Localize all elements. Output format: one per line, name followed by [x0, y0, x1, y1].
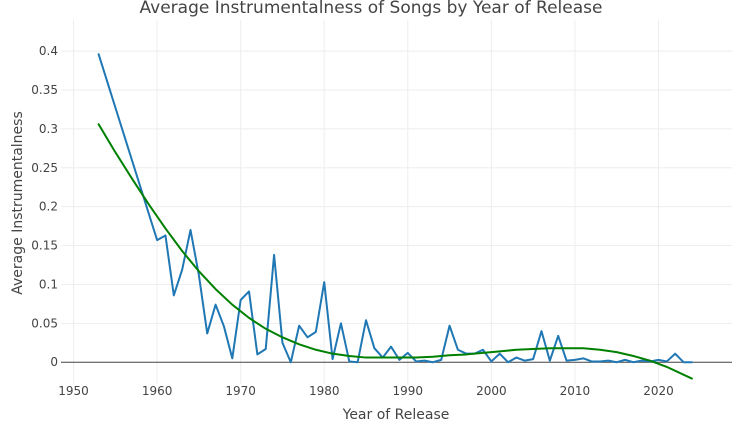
x-tick-label: 1990	[393, 384, 424, 398]
y-tick-label: 0.2	[39, 200, 58, 214]
y-axis-title: Average Instrumentalness	[10, 111, 26, 295]
y-tick-label: 0.25	[31, 161, 58, 175]
y-tick-label: 0.35	[31, 83, 58, 97]
y-tick-label: 0	[50, 355, 58, 369]
x-tick-label: 1980	[309, 384, 340, 398]
x-axis-tick-labels: 1950 1960 1970 1980 1990 2000 2010 2020	[58, 384, 673, 398]
y-tick-label: 0.15	[31, 239, 58, 253]
y-tick-label: 0.1	[39, 277, 58, 291]
y-tick-label: 0.05	[31, 316, 58, 330]
series-line-trend	[97, 123, 693, 380]
x-axis-title: Year of Release	[342, 407, 450, 422]
x-tick-label: 2010	[560, 384, 591, 398]
x-tick-label: 1970	[225, 384, 256, 398]
series-layer	[97, 53, 693, 380]
grid-layer	[61, 20, 732, 384]
y-axis-tick-labels: 0 0.05 0.1 0.15 0.2 0.25 0.3 0.35 0.4	[31, 44, 58, 369]
series-line-average	[97, 53, 693, 364]
x-tick-label: 1950	[58, 384, 89, 398]
x-tick-label: 2000	[476, 384, 507, 398]
chart-title: Average Instrumentalness of Songs by Yea…	[140, 0, 603, 18]
y-tick-label: 0.4	[39, 44, 58, 58]
x-tick-label: 1960	[142, 384, 173, 398]
x-tick-label: 2020	[643, 384, 674, 398]
y-tick-label: 0.3	[39, 122, 58, 136]
